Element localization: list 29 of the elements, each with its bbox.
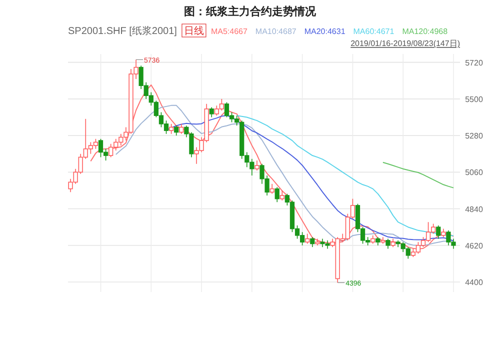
candlestick	[254, 160, 260, 171]
y-tick-label: 5500	[465, 94, 484, 104]
y-tick-label: 5060	[465, 168, 484, 178]
candlestick	[209, 106, 214, 118]
candlestick	[174, 125, 179, 136]
period-label: 日线	[182, 24, 206, 38]
y-tick-label: 4400	[465, 278, 484, 288]
text: MA5:4667	[210, 27, 248, 36]
candlestick	[179, 124, 184, 134]
candlestick	[436, 225, 441, 240]
candlestick	[305, 233, 310, 244]
y-tick-label: 4620	[465, 241, 484, 250]
y-tick-label: 4840	[465, 204, 484, 214]
text: MA20:4631	[304, 27, 346, 36]
y-tick-label: 5720	[465, 58, 484, 68]
text: MA10:4687	[255, 27, 297, 36]
candlestick	[386, 238, 390, 250]
candlestick	[310, 236, 315, 248]
candlestick	[274, 186, 280, 203]
line-series	[382, 162, 454, 188]
text: MA120:4968	[402, 27, 448, 36]
candlestick	[280, 190, 284, 201]
text: MA60:4671	[353, 27, 395, 36]
candlestick	[270, 183, 274, 194]
y-tick-label: 5280	[465, 132, 484, 141]
candlestick	[168, 124, 174, 134]
chart-title: 图：纸浆主力合约走势情况	[184, 5, 317, 18]
text: 2019/01/16-2019/08/23(147日)	[350, 39, 460, 48]
chart-subtitle: SP2001.SHF [纸浆2001]	[68, 25, 178, 37]
